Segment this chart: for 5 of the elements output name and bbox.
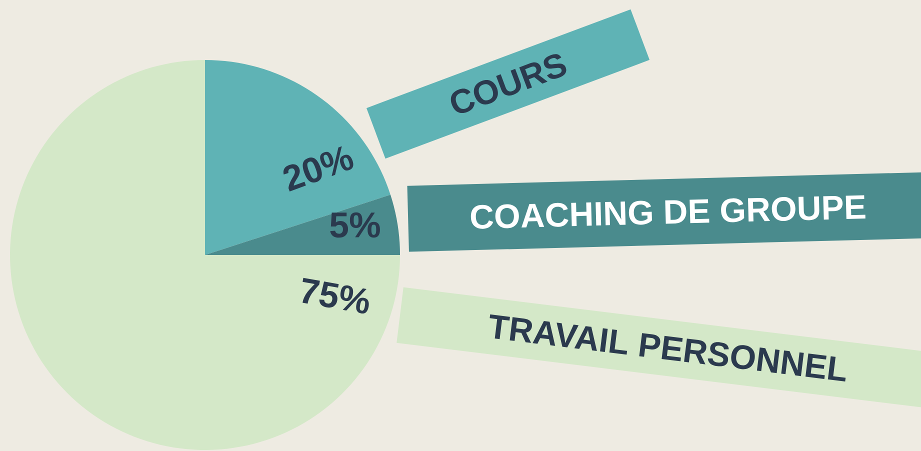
data-label: 75% xyxy=(302,278,369,314)
data-label: 5% xyxy=(330,212,380,238)
slice-label: COACHING DE GROUPE xyxy=(470,195,866,229)
data-label: 20% xyxy=(283,146,354,192)
slice-label: TRAVAIL PERSONNEL xyxy=(490,314,846,382)
